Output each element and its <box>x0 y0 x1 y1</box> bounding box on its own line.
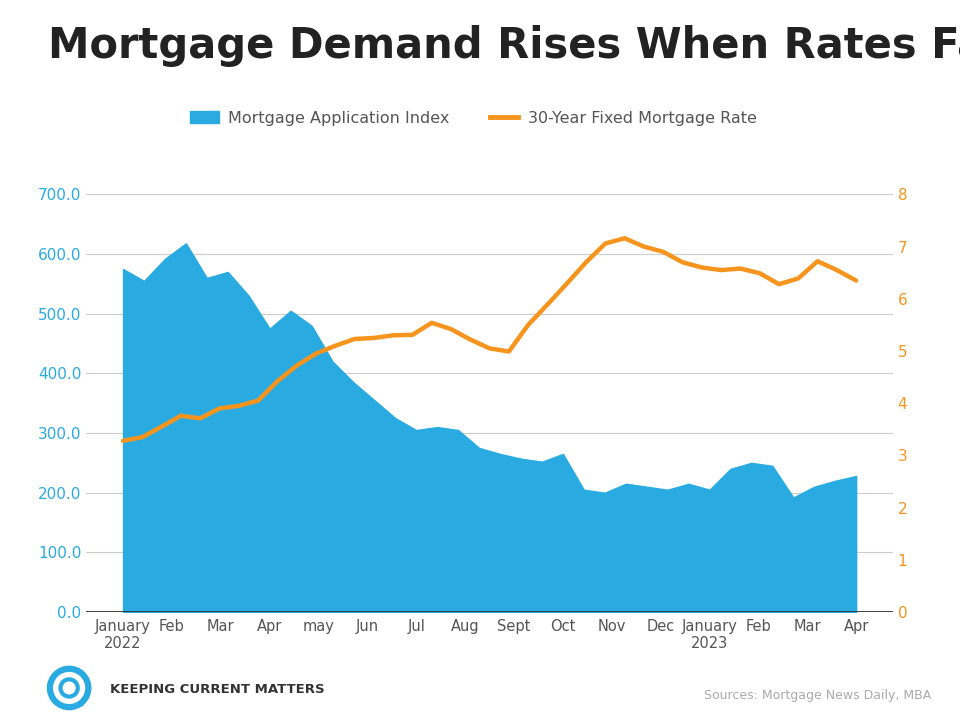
Text: Mortgage Demand Rises When Rates Fall: Mortgage Demand Rises When Rates Fall <box>48 25 960 67</box>
Text: KEEPING CURRENT MATTERS: KEEPING CURRENT MATTERS <box>110 683 325 696</box>
Text: Sources: Mortgage News Daily, MBA: Sources: Mortgage News Daily, MBA <box>704 689 931 702</box>
Legend: Mortgage Application Index, 30-Year Fixed Mortgage Rate: Mortgage Application Index, 30-Year Fixe… <box>190 110 756 125</box>
